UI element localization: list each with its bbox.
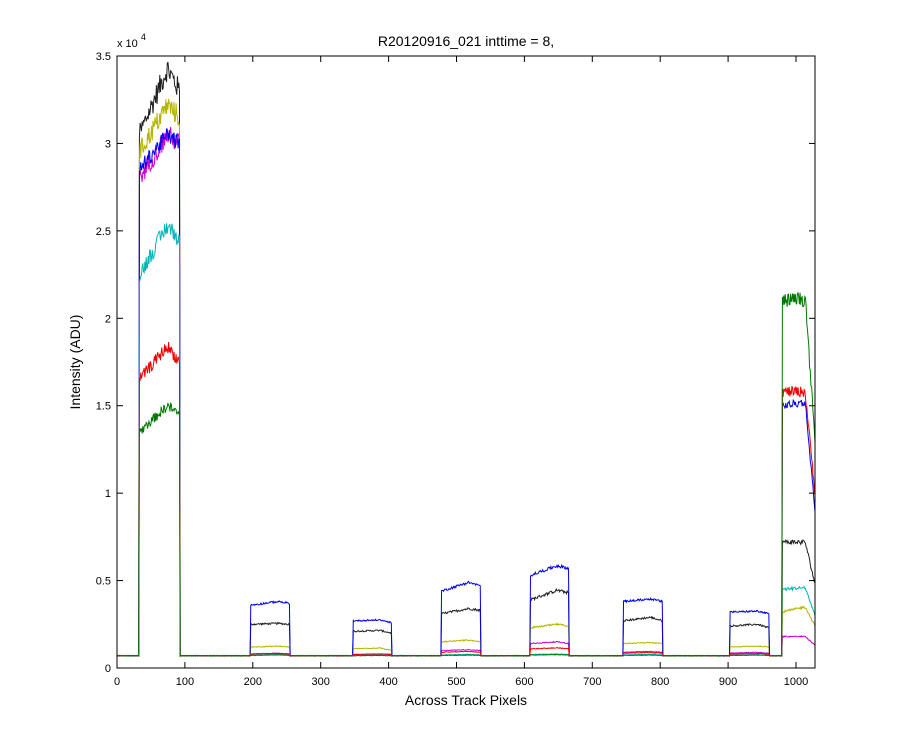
- chart-title: R20120916_021 inttime = 8,: [378, 33, 554, 49]
- x-tick-label: 700: [583, 676, 601, 688]
- x-axis-title: Across Track Pixels: [405, 692, 527, 708]
- plot-area: [117, 56, 815, 668]
- y-tick-label: 0.5: [96, 576, 111, 588]
- y-axis-multiplier-base: x 10: [117, 38, 138, 50]
- x-tick-label: 0: [114, 676, 120, 688]
- series-layer: [116, 61, 816, 658]
- y-tick-label: 3: [105, 138, 111, 150]
- x-tick-label: 100: [176, 676, 194, 688]
- x-tick-label: 400: [379, 676, 397, 688]
- plot-frame: [116, 55, 816, 669]
- x-axis-ticks: 0 100 200 300 400 500 600 700 800 900 1000: [114, 56, 808, 688]
- series-line-7: [116, 291, 816, 658]
- x-tick-label: 1000: [784, 676, 808, 688]
- y-tick-label: 1.5: [96, 401, 111, 413]
- x-tick-label: 900: [719, 676, 737, 688]
- x-tick-label: 500: [447, 676, 465, 688]
- y-axis-multiplier-exponent: 4: [141, 32, 146, 42]
- x-tick-label: 300: [312, 676, 330, 688]
- y-tick-label: 0: [105, 663, 111, 675]
- x-tick-label: 600: [515, 676, 533, 688]
- x-tick-label: 200: [244, 676, 262, 688]
- y-tick-label: 1: [105, 488, 111, 500]
- y-axis-ticks: 0 0.5 1 1.5 2 2.5 3 3.5: [96, 51, 815, 675]
- y-tick-label: 2.5: [96, 226, 111, 238]
- y-axis-multiplier: x 10 4: [117, 32, 146, 50]
- y-axis-title: Intensity (ADU): [67, 315, 83, 410]
- y-tick-label: 2: [105, 313, 111, 325]
- x-tick-label: 800: [651, 676, 669, 688]
- y-tick-label: 3.5: [96, 51, 111, 63]
